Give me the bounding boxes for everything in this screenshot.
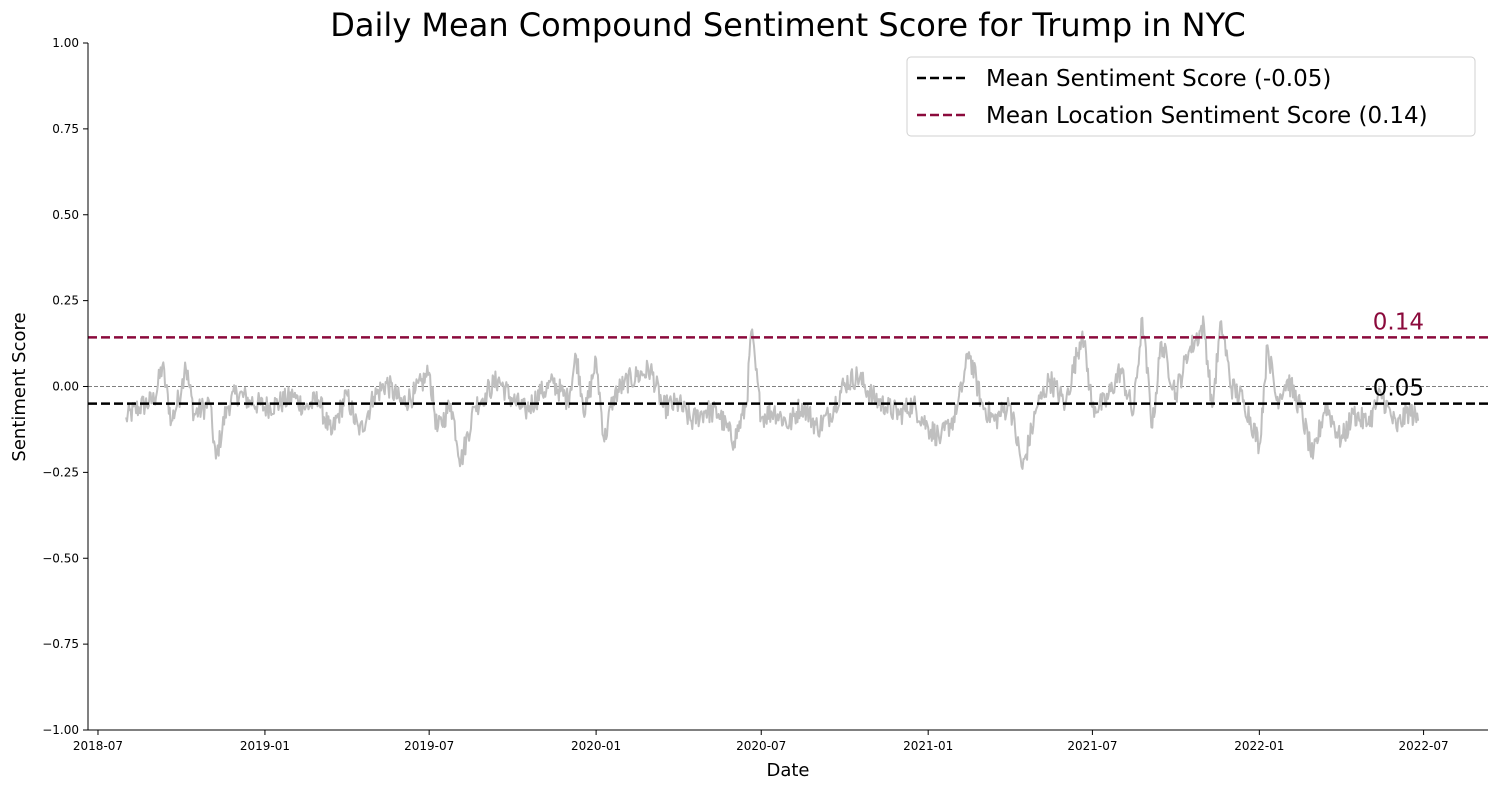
y-tick-label: −0.75 [42, 637, 79, 651]
y-tick-label: −0.50 [42, 551, 79, 565]
legend-box [906, 56, 1476, 137]
legend-entry-1: Mean Location Sentiment Score (0.14) [986, 103, 1428, 129]
legend: Mean Sentiment Score (-0.05) Mean Locatio… [906, 56, 1476, 137]
x-tick-label: 2020-07 [736, 739, 786, 753]
legend-entry-0: Mean Sentiment Score (-0.05) [986, 66, 1331, 92]
x-tick-label: 2022-01 [1234, 739, 1284, 753]
y-axis-label: Sentiment Score [9, 312, 30, 461]
y-tick-label: −1.00 [42, 723, 79, 737]
x-tick-label: 2021-07 [1067, 739, 1117, 753]
reference-annotation-1: 0.14 [1373, 309, 1424, 335]
x-axis-label: Date [766, 760, 809, 781]
x-tick-label: 2019-07 [404, 739, 454, 753]
y-tick-label: 0.75 [52, 122, 79, 136]
x-tick-label: 2018-07 [73, 739, 123, 753]
y-tick-label: 0.25 [52, 294, 79, 308]
x-tick-label: 2020-01 [571, 739, 621, 753]
y-tick-label: 0.00 [52, 380, 79, 394]
x-tick-label: 2022-07 [1399, 739, 1449, 753]
y-tick-label: 0.50 [52, 208, 79, 222]
y-tick-label: 1.00 [52, 36, 79, 50]
chart-title: Daily Mean Compound Sentiment Score for … [330, 6, 1245, 44]
series-line-0 [125, 315, 1420, 470]
x-tick-label: 2021-01 [903, 739, 953, 753]
reference-annotation-0: -0.05 [1364, 376, 1424, 402]
y-tick-label: −0.25 [42, 465, 79, 479]
x-tick-label: 2019-01 [240, 739, 290, 753]
